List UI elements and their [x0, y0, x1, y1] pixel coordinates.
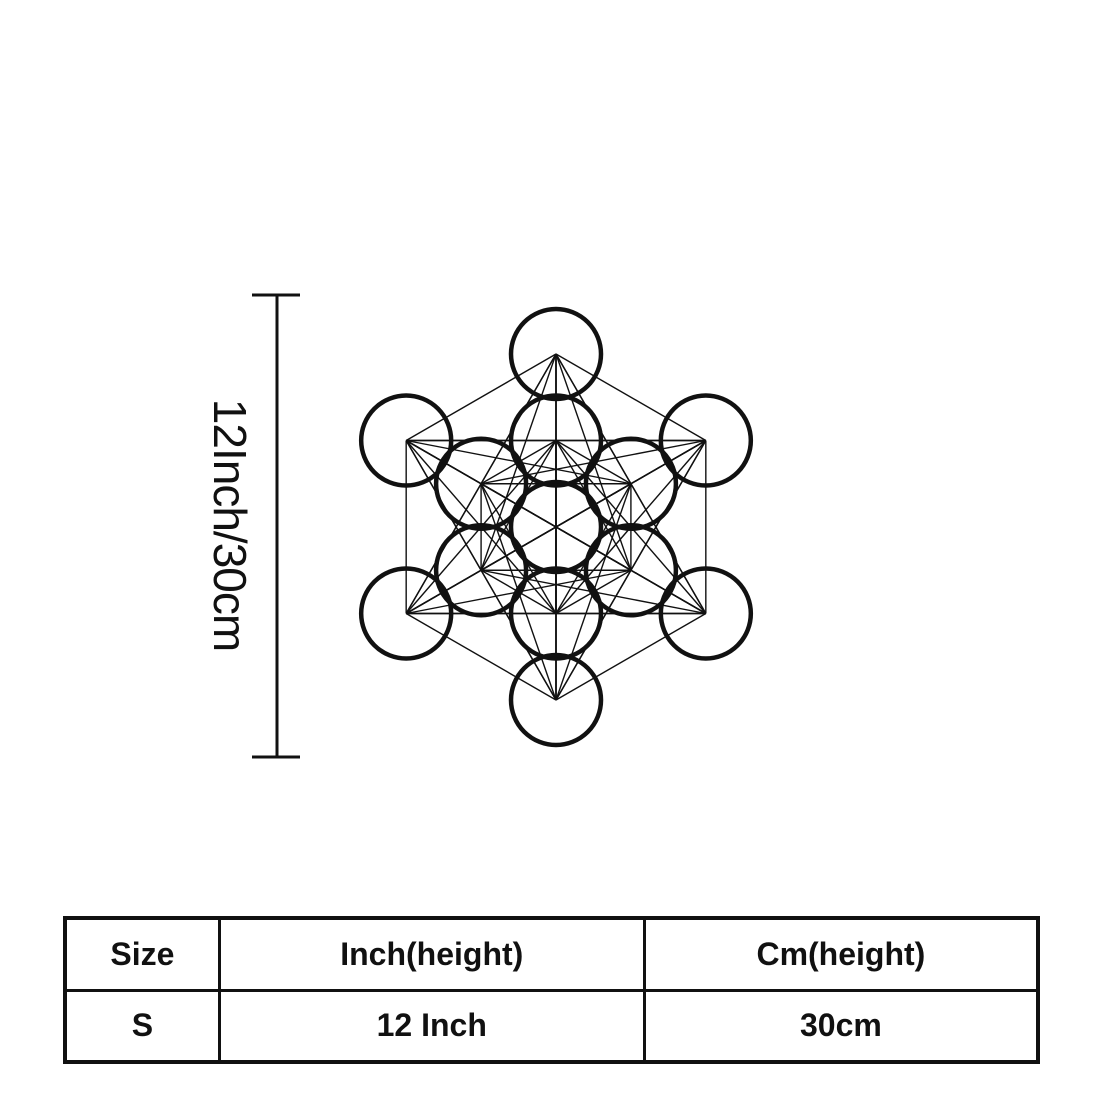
- size-table: Size Inch(height) Cm(height) S 12 Inch 3…: [63, 916, 1040, 1064]
- cube-line: [555, 353, 707, 442]
- cube-circle: [358, 566, 454, 661]
- cube-circle: [358, 393, 454, 488]
- cube-circle: [433, 523, 529, 618]
- cube-circle: [508, 479, 604, 575]
- cell-cm: 30cm: [642, 988, 1040, 1064]
- cube-circle: [583, 523, 679, 618]
- cube-circle: [508, 393, 604, 488]
- dimension-label: 12Inch/30cm: [204, 398, 256, 652]
- table-header-row: Size Inch(height) Cm(height): [63, 916, 1040, 992]
- cell-size: S: [63, 988, 221, 1064]
- cube-circle: [583, 436, 679, 531]
- cube-line: [405, 440, 557, 701]
- metatrons-cube-figure: [358, 306, 754, 748]
- cube-circle: [508, 566, 604, 661]
- cube-line: [405, 439, 707, 615]
- cube-circle: [658, 566, 754, 661]
- header-cm: Cm(height): [642, 916, 1040, 992]
- cube-circle: [508, 652, 604, 748]
- cube-line: [405, 612, 557, 701]
- cube-circle: [433, 436, 529, 531]
- cube-circle: [508, 306, 604, 402]
- header-size: Size: [63, 916, 221, 992]
- cube-line: [555, 612, 707, 701]
- cell-inch: 12 Inch: [217, 988, 646, 1064]
- header-inch: Inch(height): [217, 916, 646, 992]
- cube-line: [405, 353, 557, 442]
- dimension-line: [252, 293, 300, 759]
- table-row: S 12 Inch 30cm: [63, 988, 1040, 1064]
- cube-circle: [658, 393, 754, 488]
